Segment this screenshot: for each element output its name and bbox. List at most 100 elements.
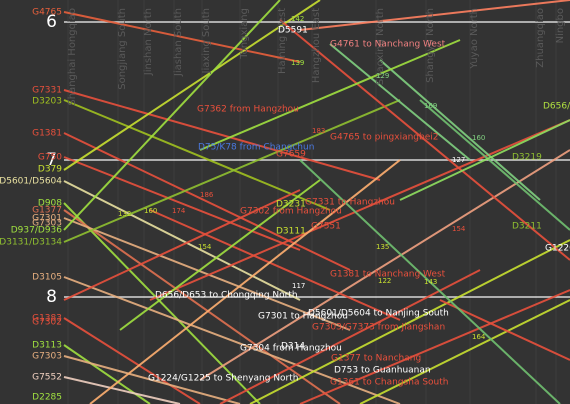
hour-label: 8 — [46, 287, 57, 307]
station-label: Haining West — [277, 8, 288, 74]
train-label: D3211 — [512, 222, 542, 232]
station-label: Hangzhou East — [311, 8, 322, 83]
train-path — [63, 99, 331, 211]
train-number: D3203 — [32, 97, 62, 107]
train-label: G4761 to Nanchang West — [330, 40, 446, 50]
minute-label: 142 — [291, 15, 304, 23]
minute-label: 160 — [144, 207, 157, 215]
station-label: Zhuangqiao — [535, 8, 546, 68]
train-label: G7659 — [276, 150, 306, 160]
train-label: D75/K78 from Changchun — [198, 143, 314, 153]
train-path — [299, 0, 570, 31]
minute-label: 122 — [378, 277, 391, 285]
train-label: G1224/G1225 to Shenyang North — [148, 374, 299, 384]
train-label: D314 — [281, 342, 305, 352]
train-path — [299, 159, 561, 404]
train-path — [63, 317, 201, 404]
train-label: G7304 from Hangzhou — [240, 344, 342, 354]
train-path — [63, 202, 261, 404]
train-label: G7551 — [311, 222, 341, 232]
station-grid — [64, 0, 570, 404]
minute-label: 139 — [291, 59, 304, 67]
train-path — [63, 180, 301, 301]
train-path — [63, 0, 281, 231]
train-path — [89, 159, 401, 404]
station-label: Songjiang South — [117, 8, 128, 90]
train-number: D2285 — [32, 393, 62, 403]
train-path — [63, 217, 351, 331]
train-path — [149, 209, 401, 321]
train-path — [63, 276, 401, 404]
train-label: G1361 to Changsha South — [330, 378, 448, 388]
train-path — [299, 289, 570, 404]
train-path — [63, 189, 301, 301]
station-label: Shaoxing North — [375, 8, 386, 85]
train-path — [439, 299, 570, 361]
train-label: D753 to Guanhuanan — [334, 366, 431, 376]
train-path — [379, 59, 541, 201]
station-label: Jiashan South — [173, 8, 184, 77]
train-path — [329, 43, 471, 161]
minute-label: 117 — [292, 282, 305, 290]
station-label: Jinshan North — [143, 8, 154, 76]
train-number: G7331 — [32, 86, 62, 96]
train-path — [249, 239, 570, 404]
train-label: G7302 from Hangzhou — [240, 207, 342, 217]
train-path — [219, 269, 481, 404]
train-number: G7552 — [32, 373, 62, 383]
minute-label: 154 — [198, 243, 212, 251]
train-label: D3231 — [276, 200, 306, 210]
train-path — [63, 99, 401, 243]
minute-label: 129 — [376, 72, 389, 80]
minute-label: 174 — [172, 207, 186, 215]
train-number: G7303 — [32, 352, 62, 362]
station-label: Yuyao North — [469, 8, 480, 70]
station-label: Ningbo — [555, 8, 566, 43]
train-path — [63, 89, 381, 181]
train-number: G1381 — [32, 129, 62, 139]
train-number: D3105 — [32, 273, 62, 283]
labels: Shanghai Hongqiao Songjiang South Jinshan … — [0, 8, 570, 403]
train-path — [199, 149, 570, 381]
train-label: G7331 to Hangzhou — [305, 198, 395, 208]
train-path — [63, 209, 341, 404]
train-number: G750 — [38, 153, 62, 163]
train-number: D3113 — [32, 341, 62, 351]
train-path — [119, 179, 321, 331]
train-label: D656/D653 to Chongqing North — [155, 291, 298, 301]
train-label: D656/ — [543, 102, 570, 112]
train-label: G1377 to Nanchang — [331, 354, 421, 364]
hour-label: 6 — [46, 12, 57, 32]
train-number: G1377 — [32, 206, 62, 216]
train-path — [63, 11, 301, 63]
minute-label: 132 — [118, 210, 131, 218]
train-path — [419, 99, 570, 231]
train-label: D5601/D5604 to Nanjing South — [308, 309, 449, 319]
train-path — [149, 119, 570, 301]
train-label: D3219 — [512, 153, 542, 163]
train-number: G4765 — [32, 8, 62, 18]
train-label: G1226 — [545, 244, 570, 254]
train-path — [63, 0, 321, 171]
train-path — [63, 376, 181, 404]
train-label: D3111 — [276, 227, 306, 237]
train-number: D908 — [38, 199, 62, 209]
train-path — [63, 132, 351, 271]
minute-label: 160 — [472, 134, 485, 142]
train-label: D5591 — [278, 26, 308, 36]
minute-label: 164 — [472, 333, 486, 341]
train-label: G7303/G7373 from Jiangshan — [312, 323, 445, 333]
train-path — [199, 39, 461, 151]
train-number: G7303 — [32, 219, 62, 229]
train-number: D3131/D3134 — [0, 238, 62, 248]
station-label: Tongxiang — [239, 8, 250, 60]
minute-label: 154 — [452, 225, 466, 233]
train-path — [279, 19, 570, 261]
hour-label: 7 — [46, 150, 57, 170]
station-label: Shangyu North — [425, 8, 436, 83]
minute-label: 127 — [452, 156, 465, 164]
train-label: G4765 to pingxiangbei2 — [330, 133, 439, 143]
minute-label: 135 — [376, 243, 389, 251]
minute-label: 186 — [200, 191, 214, 199]
